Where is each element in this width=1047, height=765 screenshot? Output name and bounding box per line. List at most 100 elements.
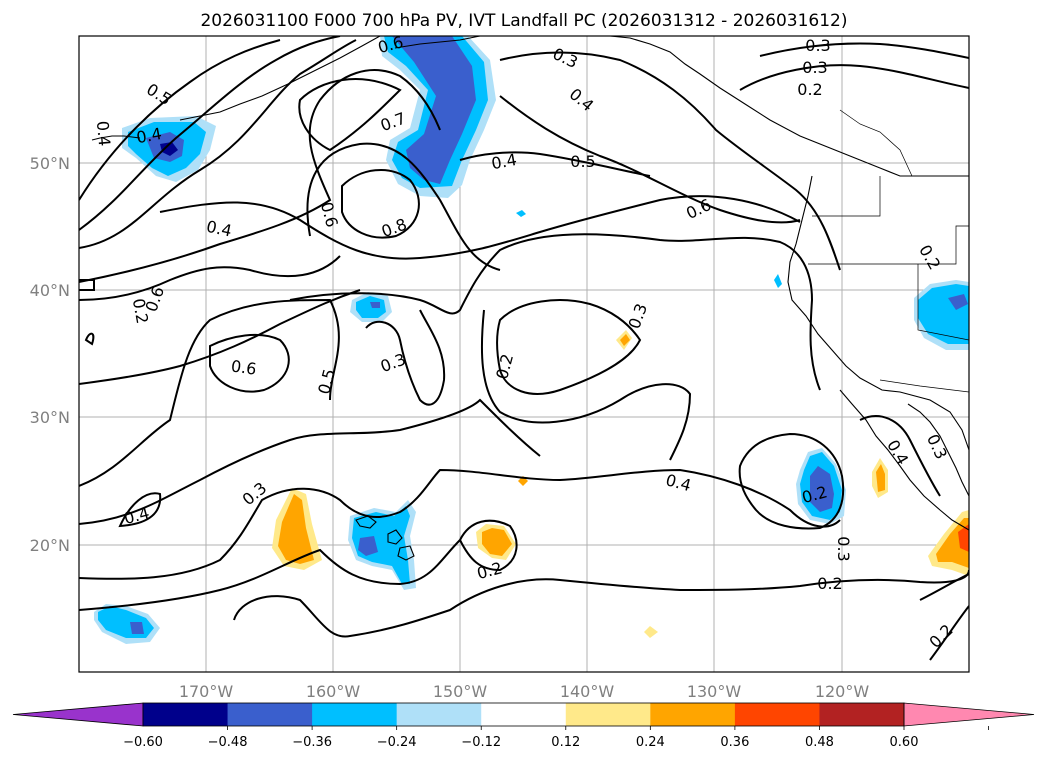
lat-label: 50°N [30,154,70,173]
colorbar-tick-label: 0.60 [890,735,919,750]
positive-anomaly-mexico [928,510,969,576]
negative-anomaly-40n-155w [350,292,392,322]
contour-label: 0.2 [817,574,842,593]
contour-line [118,492,162,528]
contour-line [499,51,841,271]
map-area: 0.5 0.3 0.4 0.3 0.2 0.7 0.4 0.5 0.6 0.6 … [79,32,969,672]
contour-label: 0.2 [129,297,152,325]
contour-line [79,398,541,525]
coastline-alaska-bc [609,36,969,177]
lat-tick-labels: 20°N 30°N 40°N 50°N [30,154,70,555]
coastline-alaska-south [394,36,481,49]
colorbar-segment [312,703,398,726]
borders [808,109,969,393]
positive-anomaly-147w [476,524,516,560]
colorbar: −0.60 −0.48 −0.36 −0.24 −0.12 0.12 0.24 0.36 0.4… [12,702,1035,750]
lon-label: 130°W [687,682,742,701]
colorbar-segment [734,703,820,726]
shaded-anomalies [94,36,969,644]
negative-anomaly-hawaii [348,500,416,590]
colorbar-tick-label: 0.36 [720,735,749,750]
contour-label: 0.6 [376,32,406,57]
contour-label: 0.3 [802,58,827,77]
contour-line [341,169,420,239]
contour-line [480,309,692,461]
contour-label: 0.2 [797,80,822,99]
contour-label: 0.4 [205,217,234,241]
contour-line [738,432,845,530]
colorbar-segment [565,703,651,726]
map-title: 2026031100 F000 700 hPa PV, IVT Landfall… [200,11,847,31]
colorbar-tick-label: −0.12 [461,735,501,750]
lon-label: 150°W [433,682,488,701]
contour-line [209,333,290,393]
positive-anomaly-163w [272,488,322,570]
contour-line [233,569,969,638]
lon-label: 140°W [560,682,615,701]
colorbar-segment [481,703,567,726]
contour-line [306,142,501,271]
contour-line [79,255,341,301]
colorbar-tick-label: −0.60 [123,735,163,750]
contour-label: 0.3 [805,36,830,55]
contour-line [919,573,969,601]
contour-line [79,39,357,249]
contour-label: 0.4 [93,120,114,147]
contour-line [79,39,281,201]
colorbar-segment [227,703,313,726]
colorbar-segment [819,703,905,726]
lat-label: 40°N [30,281,70,300]
negative-anomaly-southwest [94,604,160,644]
contour-line [84,332,95,346]
contour-line [79,279,95,291]
colorbar-tick-label: 0.48 [805,735,834,750]
contour-line [79,519,518,611]
contour-line [499,95,801,224]
contour-line [496,299,642,395]
colorbar-segment [396,703,482,726]
colorbar-tick-label: −0.24 [377,735,417,750]
lon-label: 120°W [815,682,870,701]
map-frame [78,35,970,673]
negative-anomaly-baja-offshore [796,448,846,524]
contour-line [79,289,361,385]
positive-anomaly-137w [616,330,632,350]
coastline-baja [839,389,969,531]
contour-label: 0.5 [570,152,595,171]
contour-line [459,151,651,177]
negative-anomaly-small-45n [516,210,526,217]
coastline-aleutians-west [91,135,141,141]
coastline-aleutians [179,36,381,121]
contour-line [859,415,941,497]
border-mexico [879,379,969,393]
contour-line [739,64,969,91]
coastline-gulf-california [907,403,969,497]
negative-anomaly-small-coast [774,274,782,288]
contour-label: 0.6 [230,356,258,378]
lat-label: 20°N [30,536,70,555]
border-alaska-canada [839,109,913,177]
contour-line [365,309,446,406]
coastline-west-coast [787,175,969,451]
positive-anomaly-small-14n [644,626,658,638]
lon-label: 160°W [306,682,361,701]
colorbar-tick-label: −0.48 [208,735,248,750]
contour-label: 0.4 [490,150,518,173]
contour-label: 0.4 [135,124,163,147]
contour-line [159,195,801,260]
colorbar-tick-label: −0.36 [292,735,332,750]
colorbar-tick-label: 0.24 [636,735,665,750]
coastlines [91,36,969,561]
contour-line [289,233,821,391]
contour-line [79,468,841,580]
lon-tick-labels: 170°W 160°W 150°W 140°W 130°W 120°W [179,682,870,701]
border-california-north [808,225,969,265]
border-nevada [917,264,969,341]
contours [79,36,969,661]
border-oregon [812,176,881,217]
contour-line [759,42,969,59]
colorbar-extend-high [903,702,1035,727]
lon-label: 170°W [179,682,234,701]
negative-anomaly-california [914,280,969,350]
contour-line [79,298,340,487]
